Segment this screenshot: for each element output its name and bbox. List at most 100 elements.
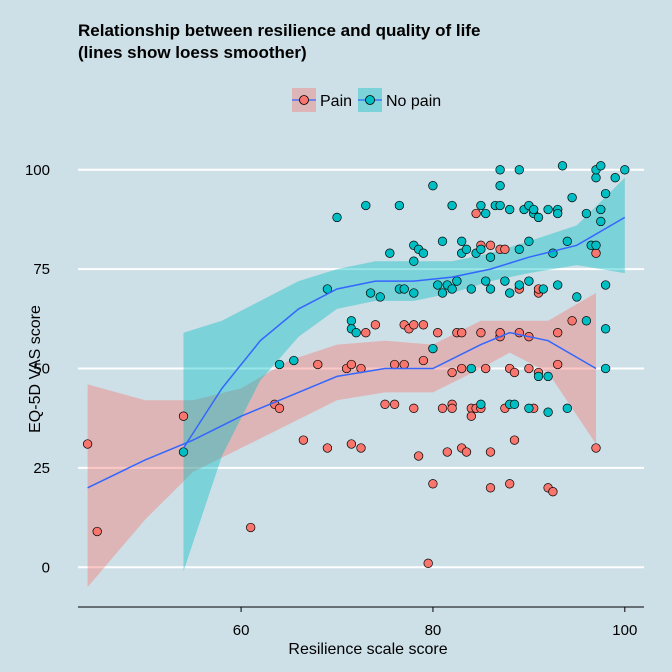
point-no-pain-8 [361,200,371,211]
point-pain-23 [409,403,419,413]
y-tick-label-25: 25 [33,460,50,477]
point-no-pain-76 [600,188,611,199]
point-pain-18 [389,359,400,370]
point-no-pain-15 [409,288,419,298]
point-no-pain-68 [581,208,592,219]
point-pain-72 [485,240,496,250]
point-pain-65 [553,359,563,370]
point-no-pain-9 [365,288,376,298]
point-no-pain-57 [538,284,548,294]
point-pain-15 [370,320,381,330]
point-no-pain-80 [610,173,620,183]
confidence-ribbons [87,177,625,588]
point-pain-51 [505,479,515,489]
point-no-pain-21 [433,280,443,290]
point-pain-13 [356,443,366,453]
point-pain-42 [471,208,481,219]
point-pain-53 [509,367,520,378]
point-no-pain-58 [543,204,553,215]
point-pain-3 [246,522,256,533]
chart-title-line2: (lines show loess smoother) [78,43,307,62]
legend-key-no-pain-point [365,95,375,105]
point-no-pain-44 [505,288,515,298]
point-no-pain-34 [481,208,491,219]
point-no-pain-51 [524,276,534,286]
point-pain-5 [274,403,285,413]
point-no-pain-41 [495,165,505,175]
y-tick-label-100: 100 [25,162,50,179]
point-no-pain-75 [596,216,606,227]
point-pain-24 [413,451,424,461]
point-no-pain-35 [481,276,491,286]
loess-line-no-pain [182,216,626,449]
point-no-pain-28 [457,236,467,246]
chart-title-line1: Relationship between resilience and qual… [78,21,480,40]
point-no-pain-7 [351,328,361,338]
point-pain-2 [178,411,189,421]
point-no-pain-67 [572,292,582,302]
point-pain-25 [418,320,429,330]
point-no-pain-70 [591,173,601,183]
point-no-pain-39 [495,181,505,191]
point-pain-46 [485,483,496,493]
y-tick-label-0: 0 [42,559,50,576]
point-pain-27 [423,558,433,568]
point-no-pain-48 [514,244,524,254]
point-pain-1 [92,526,102,537]
point-pain-47 [485,447,496,457]
point-no-pain-33 [476,200,486,211]
point-pain-58 [524,363,534,374]
point-no-pain-86 [543,407,553,417]
legend-key-pain-point [299,95,309,105]
point-pain-16 [380,399,390,409]
point-no-pain-82 [466,363,476,374]
point-no-pain-65 [562,403,572,413]
point-pain-67 [567,316,577,326]
point-no-pain-25 [447,200,457,211]
point-no-pain-0 [178,447,189,457]
point-no-pain-20 [428,181,438,191]
point-pain-8 [322,443,333,453]
point-pain-31 [442,447,452,457]
point-pain-0 [82,439,93,449]
point-pain-66 [553,328,563,338]
point-no-pain-78 [600,324,611,334]
y-tick-label-75: 75 [33,261,50,278]
point-no-pain-1 [274,359,285,370]
point-pain-6 [298,435,309,445]
point-no-pain-46 [514,165,524,175]
point-no-pain-52 [524,236,534,246]
point-no-pain-83 [476,399,486,409]
point-no-pain-56 [533,212,544,223]
point-pain-7 [313,359,323,370]
point-pain-29 [433,328,443,338]
loess-lines [87,216,626,489]
legend-label-no-pain: No pain [386,93,441,110]
x-axis-ticks: 60 80 100 [233,607,637,639]
point-pain-26 [418,355,429,366]
point-pain-22 [409,320,419,330]
point-no-pain-14 [399,284,409,294]
point-pain-74 [500,244,510,254]
point-pain-30 [437,403,448,413]
point-no-pain-4 [332,212,342,223]
point-no-pain-16 [409,256,419,266]
point-pain-69 [591,248,601,258]
point-no-pain-54 [529,204,539,215]
point-no-pain-26 [452,276,462,286]
point-pain-19 [399,359,409,370]
ribbon-no-pain [183,177,625,572]
point-pain-10 [346,359,357,370]
point-no-pain-87 [581,316,592,326]
point-no-pain-5 [346,316,357,326]
point-pain-37 [461,447,472,457]
point-no-pain-85 [524,403,534,413]
point-pain-64 [548,487,558,497]
point-pain-54 [509,435,520,445]
point-pain-34 [447,367,457,378]
point-no-pain-10 [375,292,385,302]
y-axis-title: EQ-5D VAS score [27,305,44,433]
point-pain-28 [428,479,438,489]
point-no-pain-19 [418,248,429,258]
x-axis-title: Resilience scale score [288,641,447,658]
